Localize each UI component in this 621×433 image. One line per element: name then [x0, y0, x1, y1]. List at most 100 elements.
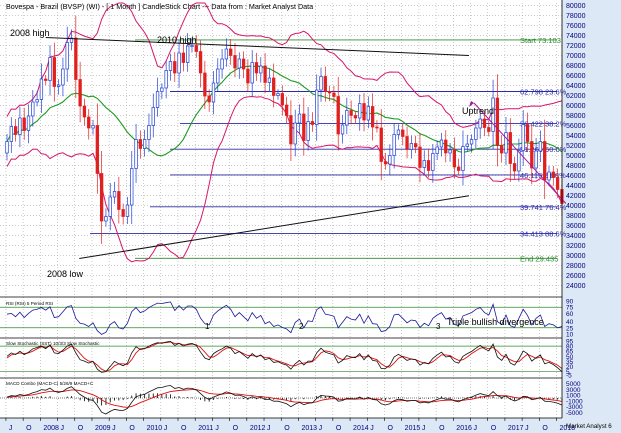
- trendlines: [45, 37, 567, 259]
- candle-body: [366, 106, 370, 121]
- candle-body: [306, 121, 310, 141]
- x-tick-label: J: [319, 425, 323, 432]
- y-tick-label: 42000: [566, 193, 586, 200]
- candle-body: [336, 96, 340, 135]
- candle-body: [319, 76, 323, 91]
- candle-body: [117, 191, 121, 210]
- candle-body: [534, 150, 538, 169]
- candle-body: [74, 37, 78, 80]
- candle-body: [525, 124, 530, 142]
- fib-level-label: Start 73.103: [520, 36, 561, 45]
- candle-body: [388, 155, 392, 165]
- annotation-2008-low: 2008 low: [47, 269, 84, 279]
- candle-body: [125, 204, 130, 217]
- candle-body: [69, 37, 74, 43]
- x-tick-label: 2014: [353, 425, 369, 432]
- y-tick-label: 70000: [566, 53, 586, 60]
- candle-body: [461, 146, 465, 171]
- candle-body: [143, 139, 147, 149]
- candle-body: [517, 150, 521, 172]
- x-tick-label: J: [422, 425, 426, 432]
- candle-body: [530, 141, 534, 169]
- candle-body: [435, 146, 439, 154]
- y-tick-label: 72000: [566, 43, 586, 50]
- candle-body: [543, 141, 547, 181]
- x-tick-label: J: [112, 425, 116, 432]
- y-tick-label: 50000: [566, 153, 586, 160]
- candle-body: [418, 146, 422, 168]
- candle-body: [91, 125, 95, 129]
- y-tick-label: 56000: [566, 123, 586, 130]
- candle-body: [181, 52, 186, 63]
- y-tick-label: 68000: [566, 63, 586, 70]
- candle-body: [254, 62, 259, 74]
- y-tick-label: 46000: [566, 173, 586, 180]
- rsi-divergence-2: 2: [299, 322, 304, 331]
- y-tick-label: 90: [566, 299, 574, 306]
- x-tick-label: 2011: [198, 425, 213, 432]
- uptrend-arrow-head: [469, 101, 474, 107]
- x-tick-label: 2018: [560, 425, 576, 432]
- y-tick-label: 66000: [566, 73, 586, 80]
- y-tick-label: 35: [566, 359, 574, 366]
- candle-body: [452, 149, 457, 168]
- trendline-lower: [79, 195, 470, 259]
- macd-panel-title: MACD Combo (MACD-C) 5/26/9 MACD+C: [6, 381, 94, 386]
- candle-body: [56, 84, 61, 87]
- x-tick-label: O: [78, 425, 84, 432]
- candle-body: [44, 78, 48, 81]
- stochastic-k-line: [6, 340, 563, 373]
- candle-body: [375, 126, 379, 129]
- candle-body: [444, 139, 448, 154]
- y-tick-label: -1000: [566, 398, 583, 405]
- candle-body: [439, 139, 444, 148]
- candle-body: [263, 65, 267, 83]
- x-tick-label: 2008: [43, 425, 59, 432]
- y-tick-label: 64000: [566, 83, 586, 90]
- rsi-divergence-1: 1: [205, 322, 210, 331]
- candle-body: [108, 196, 112, 217]
- y-tick-label: 60: [566, 311, 574, 318]
- candle-body: [392, 134, 396, 156]
- candle-body: [379, 127, 383, 162]
- trendline-upper: [45, 37, 470, 56]
- candle-body: [151, 107, 155, 126]
- x-tick-label: O: [387, 425, 393, 432]
- candle-body: [155, 91, 160, 108]
- candle-body: [241, 58, 246, 70]
- candle-body: [233, 55, 237, 69]
- candle-body: [147, 125, 151, 140]
- candle-body: [332, 92, 336, 97]
- candle-body: [448, 149, 452, 154]
- candle-body: [95, 125, 99, 174]
- watermark: Market Analyst 6: [566, 423, 612, 430]
- y-tick-label: 50: [566, 354, 574, 361]
- y-tick-label: 10: [566, 331, 574, 338]
- rsi-divergence-3: 3: [436, 322, 441, 331]
- candle-body: [405, 136, 409, 150]
- candle-body: [198, 51, 203, 74]
- chart-title: Bovespa - Brazil (BVSP) (WI) - [ 1 Month…: [6, 2, 313, 11]
- candle-body: [478, 118, 482, 129]
- candle-body: [224, 48, 229, 60]
- candle-body: [422, 160, 426, 168]
- y-tick-label: 44000: [566, 183, 586, 190]
- candle-body: [121, 209, 125, 217]
- y-tick-label: 26000: [566, 273, 586, 280]
- x-tick-label: J: [215, 425, 219, 432]
- candle-body: [289, 115, 293, 145]
- rsi-panel-title: RSI (RSI) 5 Period RSI: [6, 301, 53, 306]
- candle-body: [138, 139, 142, 149]
- y-tick-label: 34000: [566, 233, 586, 240]
- y-tick-label: 5000: [566, 381, 581, 388]
- fib-level-label: End 29.435: [520, 254, 558, 263]
- candle-body: [134, 139, 138, 169]
- candle-body: [512, 163, 517, 172]
- y-tick-label: 36000: [566, 223, 586, 230]
- candle-body: [349, 110, 353, 116]
- candle-body: [383, 161, 388, 165]
- x-tick-label: O: [233, 425, 239, 432]
- candle-body: [78, 79, 82, 107]
